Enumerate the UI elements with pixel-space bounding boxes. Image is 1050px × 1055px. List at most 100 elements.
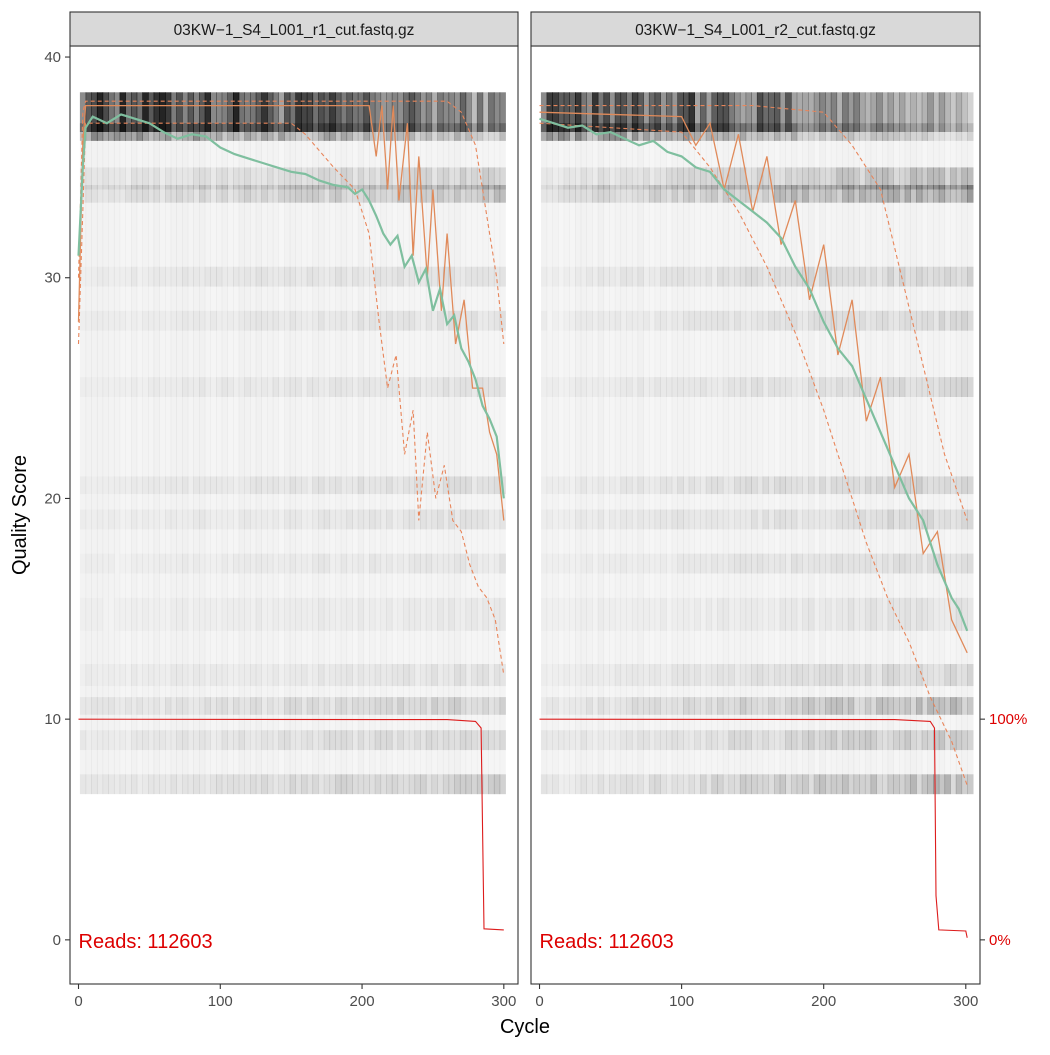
density-cell [414,509,421,530]
density-cell [408,697,416,715]
density-cell [391,92,399,132]
density-cell [488,377,495,397]
density-cell [785,92,792,795]
density-cell [745,92,752,132]
density-cell [739,123,747,141]
density-cell [717,310,724,331]
density-cell [352,730,359,751]
density-cell [813,377,821,397]
density-cell [187,167,194,190]
density-cell [910,774,917,795]
density-cell [859,774,866,795]
density-cell [465,167,472,190]
density-cell [386,509,393,530]
density-cell [380,185,387,203]
density-cell [380,377,387,397]
density-cell [414,774,421,795]
density-cell [734,185,741,203]
density-cell [700,310,707,331]
density-cell [448,167,455,190]
density-cell [666,123,673,141]
density-cell [876,664,883,687]
density-cell [887,92,894,132]
density-cell [597,92,605,795]
density-cell [295,697,302,715]
density-cell [119,730,126,751]
density-cell [882,553,889,574]
density-cell [586,92,593,795]
density-cell [580,92,587,132]
density-cell [626,123,633,141]
density-cell [950,509,957,530]
density-cell [340,92,348,795]
density-cell [825,697,832,715]
density-cell [176,167,183,190]
density-cell [216,92,223,795]
density-cell [842,774,849,795]
density-cell [79,123,87,141]
density-cell [700,167,707,190]
density-cell [335,92,342,795]
density-cell [961,697,968,715]
density-cell [609,774,616,795]
density-cell [887,377,894,397]
median-quality-line [539,111,968,654]
density-cell [250,266,257,287]
density-cell [683,310,690,331]
density-cell [374,476,382,495]
density-cell [927,92,934,132]
density-cell [768,123,775,141]
density-cell [626,185,633,203]
density-cell [306,774,314,795]
density-cell [329,310,336,331]
density-cell [921,697,928,715]
density-cell [819,92,826,795]
density-cell [408,730,416,751]
density-cell [255,697,262,715]
density-cell [386,476,393,495]
density-cell [961,185,968,203]
density-cell [938,774,946,795]
density-cell [459,697,467,715]
density-cell [904,553,911,574]
density-cell [85,123,92,141]
density-cell [779,185,786,203]
density-cell [802,92,809,795]
density-cell [870,476,877,495]
density-cell [272,167,279,190]
density-cell [204,185,211,203]
density-cell [459,185,467,203]
density-cell [546,697,553,715]
density-cell [819,697,826,715]
density-cell [493,266,501,287]
density-cell [448,774,455,795]
density-cell [420,509,427,530]
density-cell [910,730,917,751]
density-cell [933,377,940,397]
density-cell [836,92,843,132]
density-cell [774,123,781,141]
density-cell [250,92,257,132]
density-cell [654,774,661,795]
density-cell [261,553,268,574]
density-cell [745,185,752,203]
density-cell [825,377,832,397]
density-cell [335,476,342,495]
density-cell [437,266,444,287]
density-cell [569,730,576,751]
density-cell [352,92,359,132]
density-cell [459,377,467,397]
density-cell [870,774,877,795]
density-cell [148,123,155,141]
density-cell [791,774,798,795]
density-cell [482,185,489,203]
density-cell [335,185,342,203]
density-cell [227,92,233,794]
density-cell [882,185,889,203]
density-cell [431,167,438,190]
density-cell [648,774,656,795]
density-cell [688,167,695,190]
mean-quality-line [539,117,969,632]
density-cell [637,697,644,715]
density-cell [278,730,285,751]
